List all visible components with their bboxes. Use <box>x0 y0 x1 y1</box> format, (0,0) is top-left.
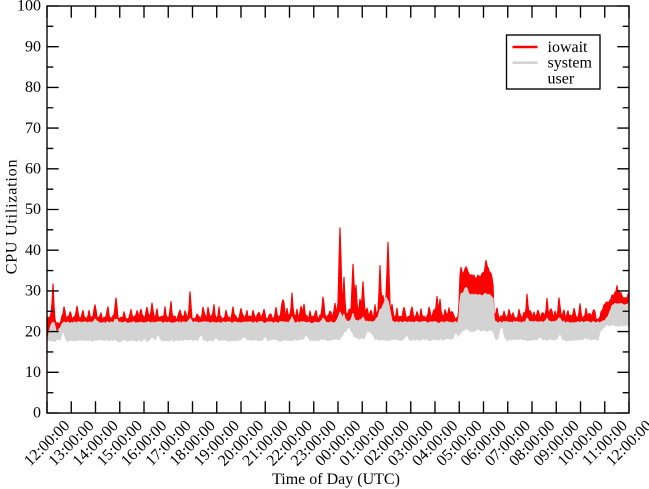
svg-text:system: system <box>548 55 593 72</box>
svg-text:user: user <box>548 70 575 87</box>
svg-text:iowait: iowait <box>548 39 589 56</box>
svg-text:CPU Utilization: CPU Utilization <box>4 159 21 275</box>
svg-text:50: 50 <box>25 201 41 218</box>
svg-text:90: 90 <box>25 38 41 55</box>
svg-text:80: 80 <box>25 79 41 96</box>
svg-text:10: 10 <box>25 364 41 381</box>
svg-text:40: 40 <box>25 242 41 259</box>
svg-text:20: 20 <box>25 323 41 340</box>
svg-text:70: 70 <box>25 120 41 137</box>
svg-text:60: 60 <box>25 161 41 178</box>
svg-text:0: 0 <box>33 405 41 422</box>
svg-text:100: 100 <box>17 0 41 15</box>
svg-text:30: 30 <box>25 283 41 300</box>
svg-text:Time of Day (UTC): Time of Day (UTC) <box>272 471 400 488</box>
